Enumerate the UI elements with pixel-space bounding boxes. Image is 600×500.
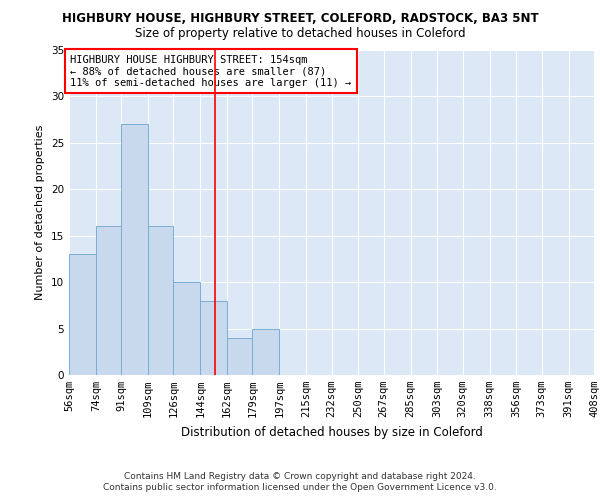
Bar — [200, 300, 227, 375]
Bar — [253, 328, 279, 375]
Bar — [96, 226, 121, 375]
Bar — [227, 338, 253, 375]
Bar — [173, 282, 200, 375]
X-axis label: Distribution of detached houses by size in Coleford: Distribution of detached houses by size … — [181, 426, 482, 438]
Text: HIGHBURY HOUSE, HIGHBURY STREET, COLEFORD, RADSTOCK, BA3 5NT: HIGHBURY HOUSE, HIGHBURY STREET, COLEFOR… — [62, 12, 538, 26]
Bar — [121, 124, 148, 375]
Text: Size of property relative to detached houses in Coleford: Size of property relative to detached ho… — [134, 28, 466, 40]
Bar — [69, 254, 96, 375]
Text: Contains HM Land Registry data © Crown copyright and database right 2024.: Contains HM Land Registry data © Crown c… — [124, 472, 476, 481]
Text: HIGHBURY HOUSE HIGHBURY STREET: 154sqm
← 88% of detached houses are smaller (87): HIGHBURY HOUSE HIGHBURY STREET: 154sqm ←… — [70, 54, 352, 88]
Y-axis label: Number of detached properties: Number of detached properties — [35, 125, 46, 300]
Text: Contains public sector information licensed under the Open Government Licence v3: Contains public sector information licen… — [103, 484, 497, 492]
Bar — [148, 226, 173, 375]
